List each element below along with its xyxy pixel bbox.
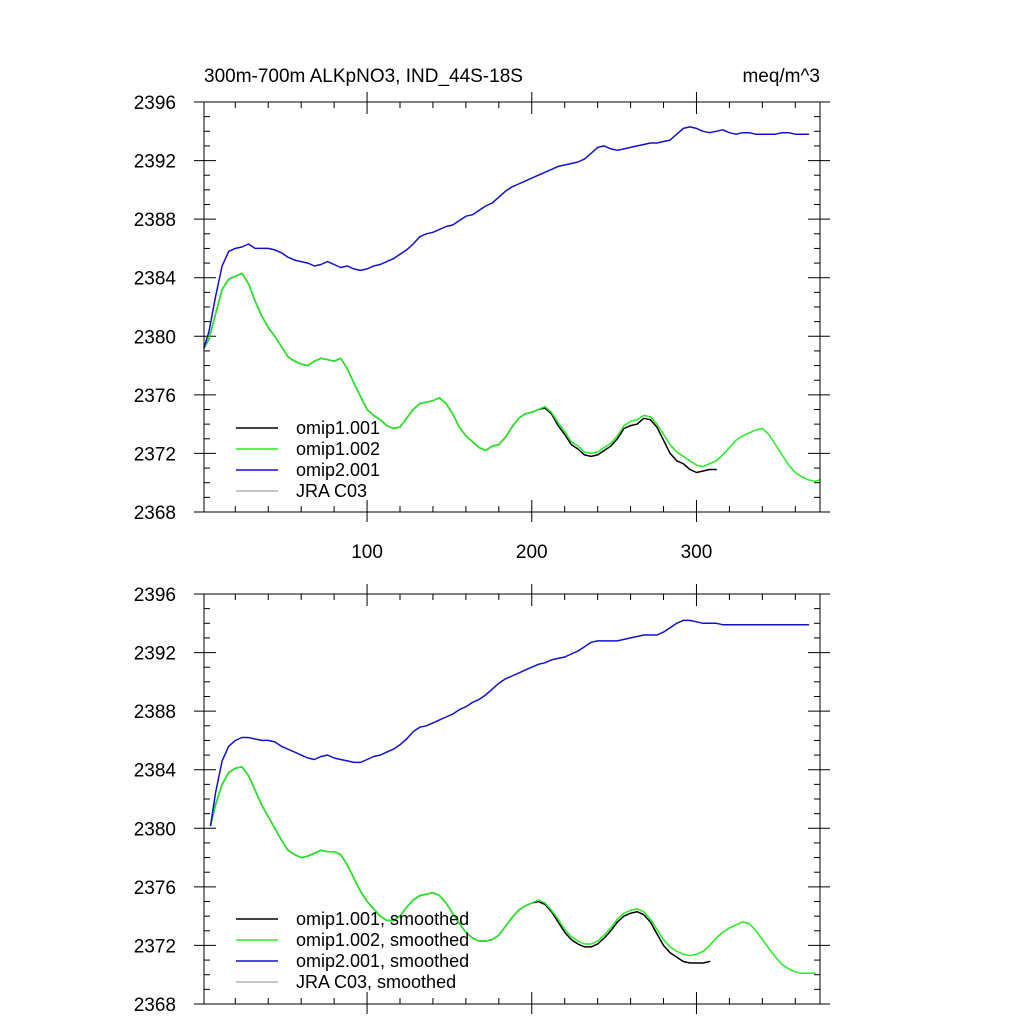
bottom-panel-series: [209, 619, 816, 975]
series-line-omip1-002: [203, 272, 821, 483]
series-line-omip2-001: [203, 126, 810, 349]
top-panel-y-tick-labels: 2368 2372 2376 2380 2384 2388 2392 2396: [134, 93, 177, 524]
series-line-omip1-002-smoothed: [209, 766, 816, 975]
y-tick-label: 2384: [134, 269, 177, 290]
y-tick-label: 2376: [134, 386, 176, 407]
bottom-panel-y-tick-labels: 2368 2372 2376 2380 2384 2388 2392 2396: [134, 585, 177, 1016]
y-tick-label: 2392: [134, 644, 176, 665]
y-tick-label: 2368: [134, 503, 176, 524]
top-panel-major-ticks: [194, 92, 830, 522]
top-panel-series: [203, 126, 821, 483]
legend-label: omip1.002, smoothed: [296, 930, 469, 950]
x-tick-label: 300: [681, 542, 713, 563]
y-tick-label: 2388: [134, 210, 176, 231]
y-tick-label: 2376: [134, 878, 176, 899]
y-tick-label: 2396: [134, 585, 176, 606]
y-tick-label: 2372: [134, 936, 176, 957]
x-tick-label: 200: [516, 542, 548, 563]
y-tick-label: 2372: [134, 444, 176, 465]
bottom-panel-frame: [203, 593, 821, 1005]
top-panel-minor-ticks: [204, 102, 820, 512]
y-tick-label: 2396: [134, 93, 176, 114]
y-tick-label: 2380: [134, 819, 176, 840]
top-panel-x-tick-labels: 100 200 300: [351, 542, 712, 563]
legend-label: omip1.001, smoothed: [296, 909, 469, 929]
top-panel-units: meq/m^3: [742, 66, 820, 87]
y-tick-label: 2384: [134, 761, 177, 782]
y-tick-label: 2368: [134, 995, 176, 1016]
y-tick-label: 2392: [134, 152, 176, 173]
series-line-omip2-001-smoothed: [209, 619, 810, 827]
legend-label: JRA C03, smoothed: [296, 972, 456, 992]
legend-label: JRA C03: [296, 481, 367, 501]
y-tick-label: 2388: [134, 702, 176, 723]
legend-label: omip2.001: [296, 460, 380, 480]
y-tick-label: 2380: [134, 327, 176, 348]
legend-label: omip1.001: [296, 418, 380, 438]
bottom-panel-major-ticks: [194, 584, 830, 1014]
x-tick-label: 100: [351, 542, 383, 563]
legend-label: omip2.001, smoothed: [296, 951, 469, 971]
top-panel-title: 300m-700m ALKpNO3, IND_44S-18S: [204, 66, 523, 87]
top-panel: 300m-700m ALKpNO3, IND_44S-18S meq/m^3 2…: [134, 66, 830, 563]
series-line-omip1-001: [203, 272, 717, 474]
bottom-panel-minor-ticks: [204, 594, 820, 1004]
legend-label: omip1.002: [296, 439, 380, 459]
top-panel-frame: [203, 101, 821, 513]
bottom-panel: 2368 2372 2376 2380 2384 2388 2392 2396 omip1.0…: [134, 584, 830, 1016]
